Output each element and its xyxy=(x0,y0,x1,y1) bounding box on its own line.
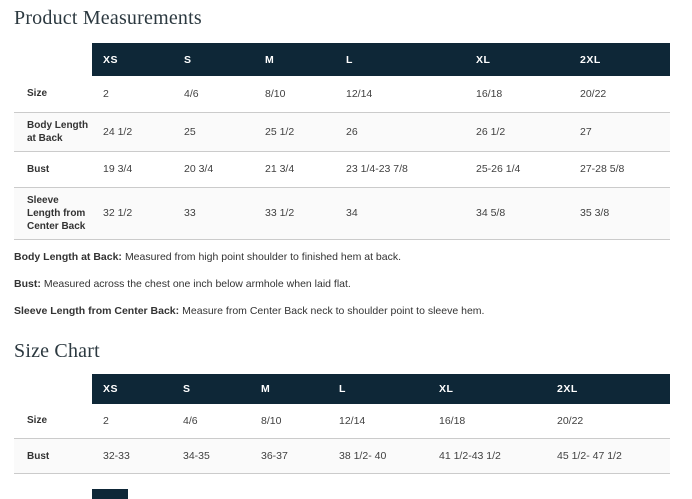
cell: 33 xyxy=(173,187,254,239)
table-row-size: Size 2 4/6 8/10 12/14 16/18 20/22 xyxy=(14,76,670,112)
cell: 4/6 xyxy=(183,414,198,427)
column-header-xl: XL xyxy=(428,373,546,404)
cell: 16/18 xyxy=(439,414,466,427)
cell: 2 xyxy=(103,87,109,100)
note-bust: Bust: Measured across the chest one inch … xyxy=(14,277,351,290)
cell: 8/10 xyxy=(265,87,286,100)
table-header-row: XS S M L XL 2XL xyxy=(14,43,670,76)
table-row-bust: Bust 19 3/4 20 3/4 21 3/4 23 1/4-23 7/8 … xyxy=(14,151,670,187)
column-header-xs: XS xyxy=(92,373,172,404)
column-header-2xl: 2XL xyxy=(546,373,670,404)
table-row-bust: Bust 32-33 34-35 36-37 38 1/2- 40 41 1/2… xyxy=(14,438,670,474)
column-header-2xl: 2XL xyxy=(569,43,670,76)
cell: 45 1/2- 47 1/2 xyxy=(546,438,670,474)
table-row-body-length: Body Length at Back 24 1/2 25 25 1/2 26 … xyxy=(14,112,670,151)
cell: 2 xyxy=(103,414,109,427)
cell: 41 1/2-43 1/2 xyxy=(428,438,546,474)
row-label-bust: Bust xyxy=(27,163,50,175)
cell: 27-28 5/8 xyxy=(580,163,625,175)
size-guide-content: Product Measurements XS S M L XL 2XL Siz… xyxy=(14,7,670,475)
cell: 25 xyxy=(173,112,254,151)
cell: 21 3/4 xyxy=(265,163,295,175)
cell: 12/14 xyxy=(346,87,373,100)
cell: 26 xyxy=(335,112,465,151)
table-row-size: Size 2 4/6 8/10 12/14 16/18 20/22 xyxy=(14,404,670,439)
cell: 26 1/2 xyxy=(465,112,569,151)
product-measurements-title: Product Measurements xyxy=(14,7,202,29)
corner-cell xyxy=(14,43,92,76)
row-label-size: Size xyxy=(27,88,48,100)
cell: 4/6 xyxy=(184,87,199,100)
cell: 16/18 xyxy=(476,87,503,100)
cell: 32-33 xyxy=(92,438,172,474)
column-header-xs: XS xyxy=(92,43,173,76)
row-label-size: Size xyxy=(27,415,48,427)
cell: 38 1/2- 40 xyxy=(328,438,428,474)
note-body-length: Body Length at Back: Measured from high p… xyxy=(14,250,402,263)
column-header-l: L xyxy=(328,373,428,404)
cell: 20/22 xyxy=(580,87,607,100)
cell: 23 1/4-23 7/8 xyxy=(346,163,408,175)
table-header-row: XS S M L XL 2XL xyxy=(14,373,670,404)
note-sleeve-length: Sleeve Length from Center Back: Measure f… xyxy=(14,304,485,317)
cell: 36-37 xyxy=(250,438,328,474)
cell: 24 1/2 xyxy=(92,112,173,151)
cell: 32 1/2 xyxy=(92,187,173,239)
cell: 34-35 xyxy=(172,438,250,474)
row-label-sleeve-length: Sleeve Length from Center Back xyxy=(14,187,92,239)
size-chart-table: XS S M L XL 2XL Size 2 4/6 8/10 12/14 16… xyxy=(14,373,670,475)
measurement-notes: Body Length at Back: Measured from high p… xyxy=(14,250,670,318)
column-header-m: M xyxy=(250,373,328,404)
cell: 34 xyxy=(335,187,465,239)
table-row-sleeve-length: Sleeve Length from Center Back 32 1/2 33… xyxy=(14,187,670,239)
cell: 27 xyxy=(569,112,670,151)
product-measurements-table: XS S M L XL 2XL Size 2 4/6 8/10 12/14 16… xyxy=(14,43,670,240)
row-label-bust: Bust xyxy=(14,438,92,474)
cell: 20 3/4 xyxy=(184,163,214,175)
corner-cell xyxy=(14,373,92,404)
column-header-xl: XL xyxy=(465,43,569,76)
cell: 34 5/8 xyxy=(465,187,569,239)
column-header-s: S xyxy=(172,373,250,404)
column-header-s: S xyxy=(173,43,254,76)
cell: 35 3/8 xyxy=(569,187,670,239)
row-label-body-length: Body Length at Back xyxy=(14,112,92,151)
cell: 25-26 1/4 xyxy=(476,163,521,175)
column-header-m: M xyxy=(254,43,335,76)
cell: 12/14 xyxy=(339,414,366,427)
column-header-l: L xyxy=(335,43,465,76)
cell: 33 1/2 xyxy=(254,187,335,239)
size-chart-title: Size Chart xyxy=(14,339,100,362)
cell: 25 1/2 xyxy=(254,112,335,151)
cell: 19 3/4 xyxy=(103,163,133,175)
partial-third-table-header xyxy=(92,489,128,499)
cell: 20/22 xyxy=(557,414,584,427)
cell: 8/10 xyxy=(261,414,282,427)
